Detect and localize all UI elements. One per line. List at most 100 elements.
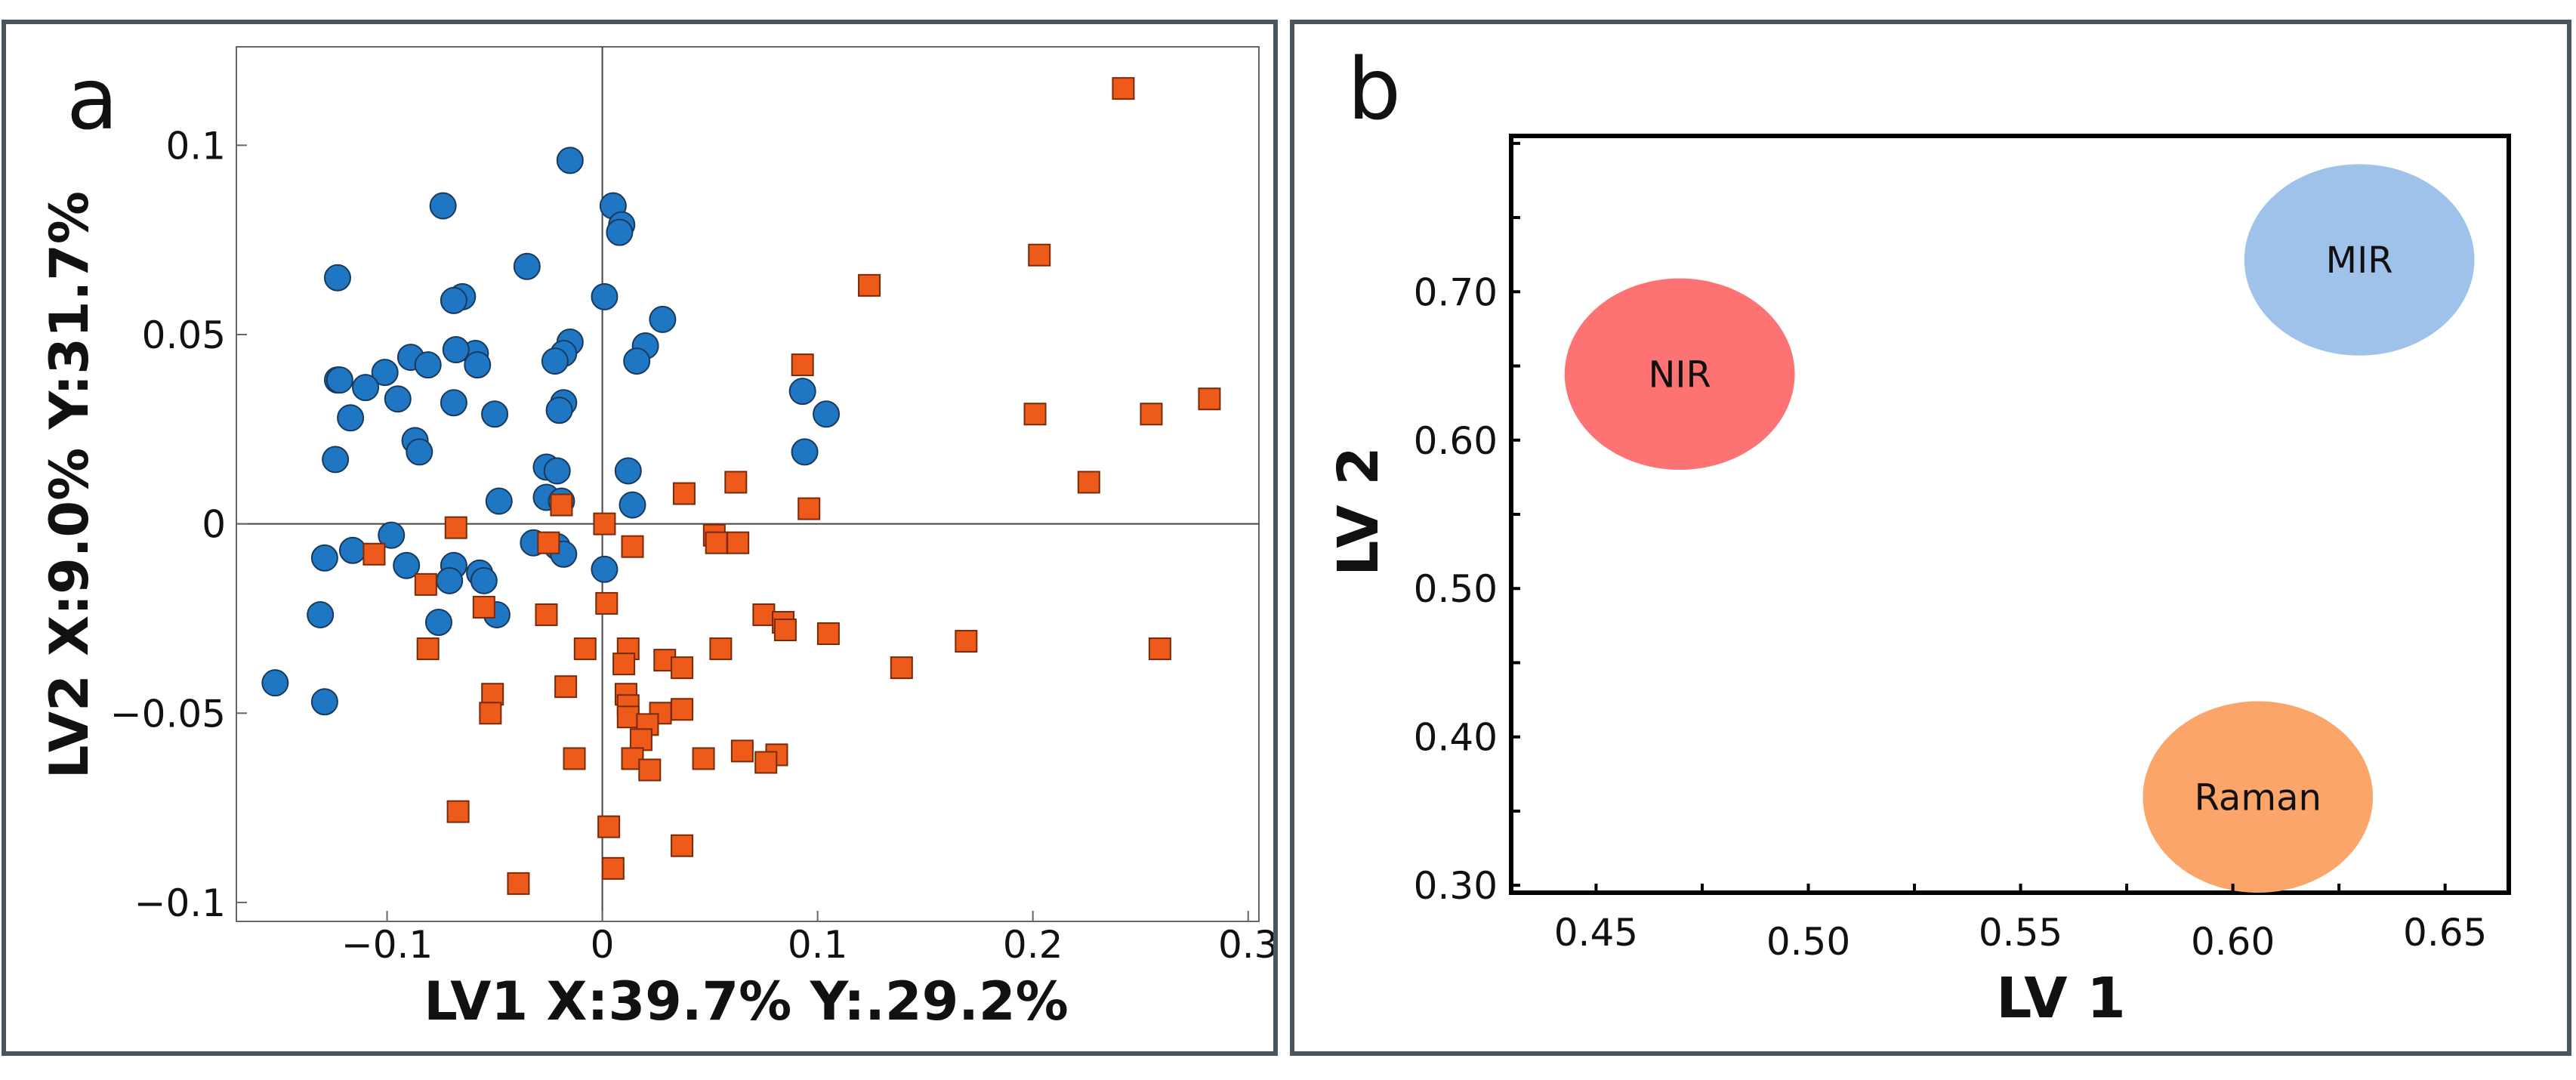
data-point-square [672, 482, 696, 505]
panel-label-b: b [1347, 41, 1401, 139]
data-point-square [858, 273, 881, 297]
data-point-square [1112, 77, 1135, 100]
data-point-circle [623, 347, 651, 375]
x-tick-label: 0.3 [1218, 923, 1273, 967]
data-point-square [816, 622, 840, 646]
data-point-circle [791, 438, 819, 466]
data-point-circle [591, 555, 619, 583]
data-point-square [1198, 387, 1221, 411]
y-tick-label: 0.70 [1414, 270, 1498, 314]
data-point-circle [261, 669, 289, 697]
data-point-circle [485, 487, 513, 515]
x-tick-label: −0.1 [341, 923, 433, 967]
data-point-square [472, 595, 495, 619]
x-tick-label: 0.60 [2191, 920, 2275, 964]
data-point-circle [406, 438, 433, 466]
data-point-circle [429, 192, 457, 220]
y-tick-label: 0.30 [1414, 864, 1498, 908]
x-axis-title: LV 1 [1996, 966, 2126, 1031]
data-point-square [724, 471, 748, 494]
data-point-circle [606, 218, 634, 246]
data-point-circle [307, 600, 335, 628]
panel-label-a: a [66, 51, 119, 149]
data-point-circle [310, 544, 338, 572]
data-point-square [692, 747, 715, 770]
x-tick-label: 0.50 [1766, 920, 1850, 964]
chart-a: −0.1 0 0.1 0.2 0.3 −0.1 −0.05 0 0.05 0.1 a LV1 X:39… [39, 46, 1273, 1032]
x-tick-label: 0.55 [1979, 911, 2062, 955]
x-tick-label: 0.1 [788, 923, 848, 967]
data-point-circle [323, 264, 351, 292]
data-point-square [730, 739, 754, 763]
data-point-circle [436, 566, 464, 594]
data-point-circle [371, 359, 399, 387]
data-point-square [621, 535, 644, 558]
data-point-square [754, 751, 778, 774]
data-point-square [890, 656, 913, 680]
x-tick-label: 0.45 [1554, 911, 1638, 955]
y-tick-label: −0.1 [134, 881, 226, 925]
data-point-square [563, 747, 586, 770]
data-point-square [554, 675, 578, 699]
data-point-circle [556, 147, 584, 174]
y-axis-title: LV 2 [1326, 446, 1391, 576]
data-point-circle [440, 286, 467, 314]
data-point-square [1140, 403, 1163, 426]
cluster-label-raman: Raman [2195, 776, 2321, 819]
x-axis-title: LV1 X:39.7% Y:.29.2% [424, 970, 1068, 1032]
data-point-square [705, 531, 728, 554]
data-point-square [671, 834, 694, 857]
data-point-square [597, 815, 621, 838]
data-point-circle [440, 389, 467, 417]
cluster-label-nir: NIR [1648, 353, 1711, 396]
x-tick-label: 0 [591, 923, 615, 967]
y-tick-label: 0.1 [165, 124, 226, 168]
data-point-square [752, 603, 776, 626]
data-point-circle [414, 351, 442, 379]
cluster-ellipse-raman [2143, 701, 2374, 893]
data-point-square [629, 728, 652, 751]
data-point-circle [442, 336, 470, 364]
cluster-label-mir: MIR [2326, 239, 2393, 282]
data-point-circle [337, 404, 365, 432]
data-point-square [649, 702, 672, 725]
y-tick-label: 0.60 [1414, 419, 1498, 463]
cluster-ellipse-nir [1564, 278, 1795, 471]
data-point-square [595, 591, 619, 615]
data-point-circle [470, 566, 498, 594]
panel-b: NIR MIR Raman 0.45 0.50 0.55 0.60 0.65 0.30 0.40 0… [1290, 20, 2571, 1056]
data-point-circle [541, 347, 569, 375]
data-point-square [416, 637, 440, 661]
data-point-square [481, 683, 504, 706]
data-point-square [550, 493, 573, 517]
data-point-square [446, 800, 470, 823]
data-point-circle [384, 385, 412, 413]
data-point-square [362, 542, 386, 566]
data-point-square [573, 637, 597, 661]
data-point-square [1023, 403, 1047, 426]
data-point-circle [378, 521, 406, 549]
data-point-square [414, 572, 437, 596]
data-point-circle [591, 282, 619, 310]
data-point-square [671, 698, 694, 721]
x-tick-label: 0.2 [1003, 923, 1063, 967]
data-point-circle [788, 378, 816, 406]
data-point-circle [352, 374, 380, 402]
data-point-square [1077, 471, 1100, 494]
data-point-square [612, 653, 636, 676]
x-tick-label: 0.65 [2403, 911, 2487, 955]
data-point-circle [325, 366, 353, 394]
data-point-circle [338, 536, 366, 564]
y-tick-label: 0 [202, 503, 226, 547]
data-point-circle [545, 397, 573, 424]
data-point-square [1148, 637, 1171, 661]
data-point-circle [813, 400, 841, 428]
data-point-circle [481, 400, 509, 428]
y-tick-label: 0.50 [1414, 567, 1498, 611]
data-point-square [638, 758, 662, 782]
y-tick-label: 0.05 [142, 313, 226, 357]
y-tick-label: −0.05 [110, 692, 226, 736]
data-point-square [535, 603, 558, 626]
data-point-circle [619, 491, 646, 519]
data-point-square [671, 656, 694, 680]
